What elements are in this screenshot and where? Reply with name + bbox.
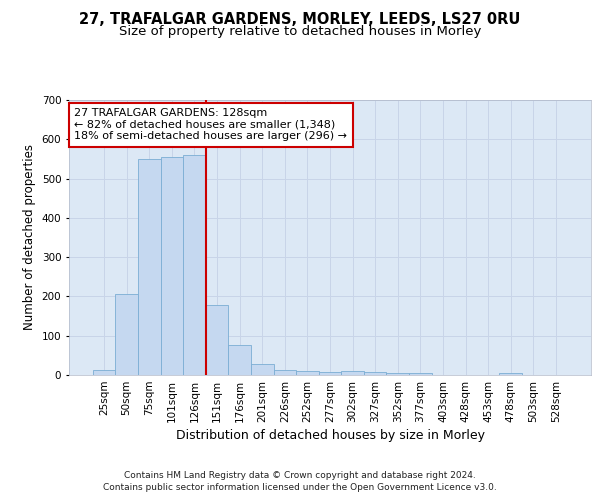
Bar xyxy=(183,155,206,375)
Text: 27, TRAFALGAR GARDENS, MORLEY, LEEDS, LS27 0RU: 27, TRAFALGAR GARDENS, MORLEY, LEEDS, LS… xyxy=(79,12,521,28)
Bar xyxy=(229,345,251,375)
Bar xyxy=(274,370,296,375)
X-axis label: Distribution of detached houses by size in Morley: Distribution of detached houses by size … xyxy=(176,429,485,442)
Bar xyxy=(499,373,522,375)
Bar xyxy=(251,364,274,375)
Bar xyxy=(386,373,409,375)
Bar xyxy=(341,371,364,375)
Bar xyxy=(93,370,115,375)
Text: Contains HM Land Registry data © Crown copyright and database right 2024.: Contains HM Land Registry data © Crown c… xyxy=(124,471,476,480)
Bar xyxy=(161,157,183,375)
Text: 27 TRAFALGAR GARDENS: 128sqm
← 82% of detached houses are smaller (1,348)
18% of: 27 TRAFALGAR GARDENS: 128sqm ← 82% of de… xyxy=(74,108,347,142)
Y-axis label: Number of detached properties: Number of detached properties xyxy=(23,144,36,330)
Bar xyxy=(319,372,341,375)
Bar xyxy=(364,372,386,375)
Bar xyxy=(138,159,161,375)
Bar xyxy=(115,294,138,375)
Bar xyxy=(409,373,431,375)
Text: Contains public sector information licensed under the Open Government Licence v3: Contains public sector information licen… xyxy=(103,484,497,492)
Bar xyxy=(296,371,319,375)
Bar xyxy=(206,305,229,375)
Text: Size of property relative to detached houses in Morley: Size of property relative to detached ho… xyxy=(119,25,481,38)
